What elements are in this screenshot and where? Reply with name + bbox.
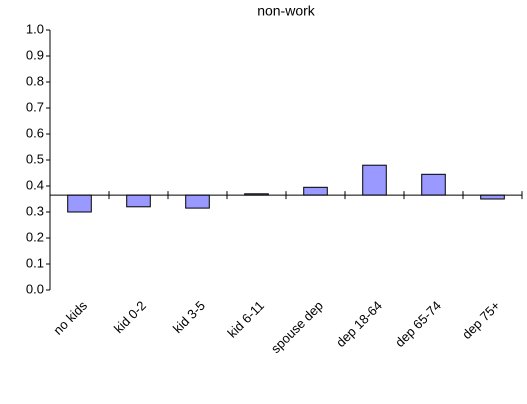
y-tick-label: 0.1 (26, 255, 44, 270)
y-tick-label: 0.4 (26, 177, 44, 192)
y-tick-label: 0.0 (26, 281, 44, 296)
y-tick-label: 0.6 (26, 125, 44, 140)
y-tick-label: 0.3 (26, 203, 44, 218)
x-tick-label: dep 65-74 (392, 298, 444, 350)
y-tick-label: 1.0 (26, 21, 44, 36)
chart-title: non-work (257, 3, 316, 19)
y-tick-label: 0.5 (26, 151, 44, 166)
y-tick-label: 0.2 (26, 229, 44, 244)
bar (126, 194, 151, 208)
bar (421, 173, 446, 196)
y-tick-label: 0.7 (26, 99, 44, 114)
x-tick-label: spouse dep (268, 298, 326, 356)
x-tick-label: no kids (50, 298, 90, 338)
x-tick-label: kid 3-5 (170, 298, 208, 336)
bar (480, 194, 505, 200)
x-tick-label: kid 6-11 (224, 298, 267, 341)
x-tick-label: dep 18-64 (333, 298, 385, 350)
y-tick-label: 0.8 (26, 73, 44, 88)
bar (185, 194, 210, 209)
x-tick-label: dep 75+ (459, 298, 503, 342)
bar (67, 194, 92, 213)
bar (303, 186, 328, 196)
x-tick-label: kid 0-2 (111, 298, 149, 336)
bar (362, 164, 387, 196)
y-tick-label: 0.9 (26, 47, 44, 62)
